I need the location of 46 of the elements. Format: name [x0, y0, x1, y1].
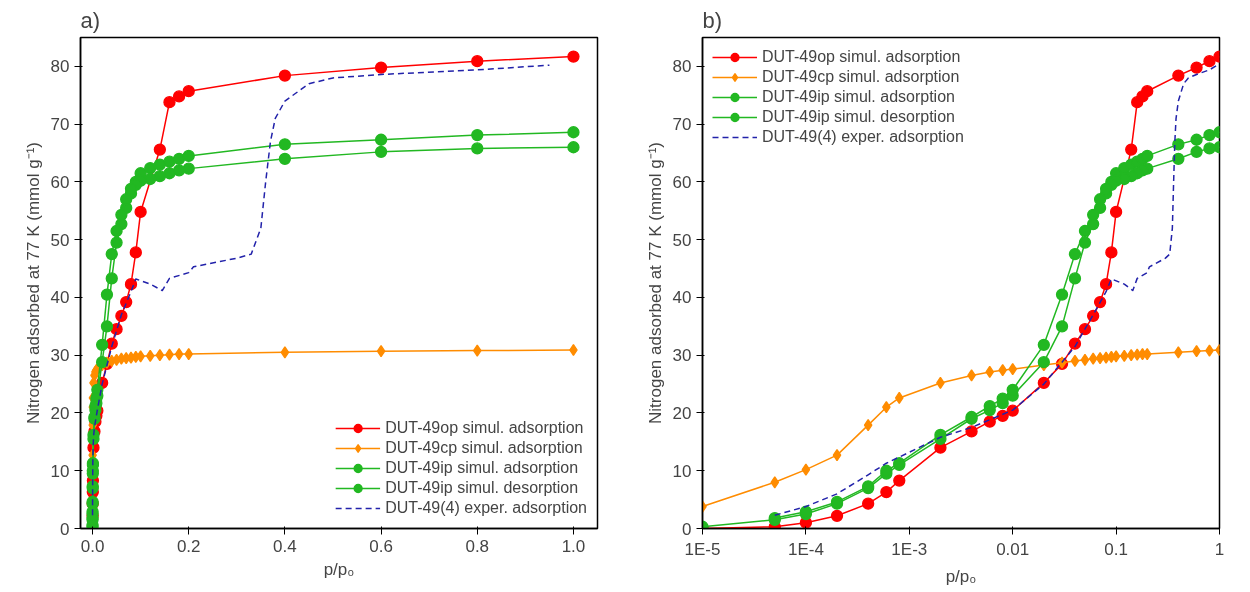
x-axis-title: p/p₀: [945, 566, 977, 586]
x-tick-label: 0.6: [369, 536, 393, 556]
y-tick-label: 60: [672, 172, 692, 192]
legend-label: DUT-49op simul. adsorption: [385, 419, 584, 437]
y-axis-title: Nitrogen adsorbed at 77 K (mmol g⁻¹): [645, 142, 665, 424]
y-tick-label: 30: [50, 346, 70, 366]
y-tick-label: 20: [672, 403, 692, 423]
x-tick-label: 0.0: [80, 536, 105, 556]
y-tick-label: 80: [672, 57, 692, 77]
y-tick-label: 30: [672, 346, 692, 366]
legend-label: DUT-49ip simul. adsorption: [385, 459, 579, 477]
y-tick-label: 60: [50, 172, 70, 192]
chart-title: b): [702, 7, 723, 33]
chart-title: a): [80, 7, 101, 33]
x-tick-label: 1E-3: [891, 539, 928, 559]
legend-label: DUT-49cp simul. adsorption: [762, 68, 960, 86]
x-tick-label: 1: [1214, 539, 1225, 559]
legend-label: DUT-49cp simul. adsorption: [385, 439, 583, 457]
y-tick-label: 50: [50, 230, 70, 250]
legend-label: DUT-49ip simul. adsorption: [762, 88, 955, 106]
y-tick-label: 0: [682, 519, 692, 539]
legend-label: DUT-49(4) exper. adsorption: [762, 128, 964, 146]
y-tick-label: 10: [50, 461, 70, 481]
y-tick-label: 70: [50, 115, 70, 135]
legend-label: DUT-49(4) exper. adsorption: [385, 499, 587, 517]
y-tick-label: 20: [50, 403, 70, 423]
x-tick-label: 0.1: [1104, 539, 1128, 559]
y-tick-label: 40: [50, 288, 70, 308]
x-tick-label: 1E-4: [787, 539, 824, 559]
x-tick-label: 0.2: [176, 536, 201, 556]
y-axis-title: Nitrogen adsorbed at 77 K (mmol g⁻¹): [23, 142, 43, 424]
y-tick-label: 40: [672, 288, 692, 308]
y-tick-label: 10: [672, 461, 692, 481]
y-tick-label: 70: [672, 115, 692, 135]
y-tick-label: 50: [672, 230, 692, 250]
y-tick-label: 80: [50, 57, 70, 77]
x-tick-label: 1E-5: [684, 539, 721, 559]
y-tick-label: 0: [60, 519, 70, 539]
legend-label: DUT-49ip simul. desorption: [385, 479, 579, 497]
x-tick-label: 0.4: [273, 536, 297, 556]
legend-label: DUT-49op simul. adsorption: [762, 48, 961, 66]
x-axis-title: p/p₀: [323, 559, 355, 579]
legend-label: DUT-49ip simul. desorption: [762, 108, 955, 126]
x-tick-label: 1.0: [561, 536, 586, 556]
x-tick-label: 0.01: [996, 539, 1030, 559]
x-tick-label: 0.8: [465, 536, 490, 556]
